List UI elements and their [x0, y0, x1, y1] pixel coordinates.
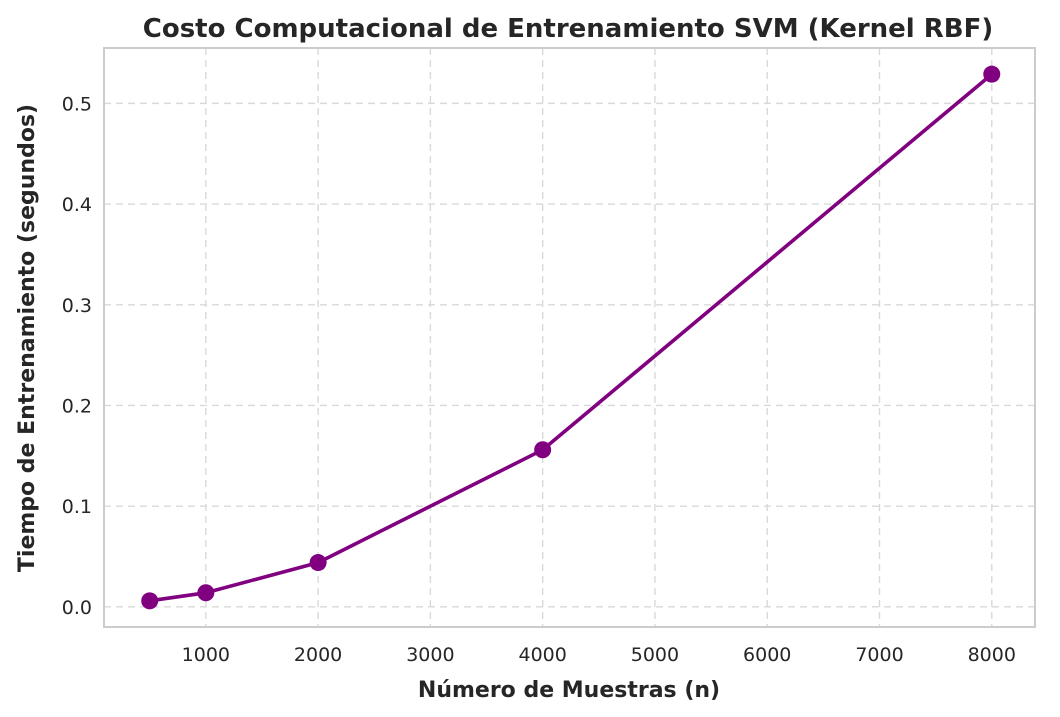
x-tick-label: 6000	[743, 644, 791, 666]
grid	[104, 48, 1035, 627]
series-group	[141, 65, 1001, 610]
x-tick-label: 3000	[406, 644, 454, 666]
data-point	[309, 554, 327, 572]
chart-title: Costo Computacional de Entrenamiento SVM…	[143, 14, 993, 44]
x-tick-label: 5000	[631, 644, 679, 666]
x-tick-label: 1000	[182, 644, 230, 666]
series-line	[147, 72, 994, 603]
y-tick-label: 0.5	[62, 93, 92, 115]
y-tick-label: 0.3	[62, 295, 92, 317]
y-tick-label: 0.0	[62, 597, 92, 619]
x-axis-label: Número de Muestras (n)	[418, 678, 720, 703]
x-tick-label: 2000	[294, 644, 342, 666]
y-axis-label: Tiempo de Entrenamiento (segundos)	[15, 104, 40, 572]
y-tick-label: 0.2	[62, 395, 92, 417]
x-tick-label: 8000	[968, 644, 1016, 666]
x-tick-label: 7000	[855, 644, 903, 666]
data-point	[534, 441, 552, 459]
y-tick-label: 0.4	[62, 194, 92, 216]
plot-frame	[103, 47, 1036, 628]
data-point	[983, 65, 1001, 83]
data-point	[197, 584, 215, 602]
y-tick-label: 0.1	[62, 496, 92, 518]
data-point	[141, 592, 159, 610]
tick-labels: 1000 2000 3000 4000 5000 6000 7000 8000 0.0 0.1 0.…	[62, 93, 1016, 666]
x-tick-label: 4000	[518, 644, 566, 666]
